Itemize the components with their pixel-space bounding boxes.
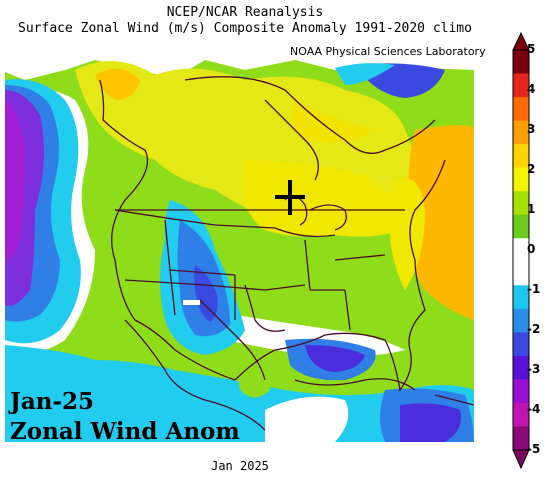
field-orange-atlantic: [408, 125, 474, 320]
colorbar-segment: [513, 355, 529, 380]
colorbar-segment: [513, 167, 529, 192]
colorbar-segment: [513, 50, 529, 75]
anomaly-map: [5, 60, 474, 442]
colorbar-segment: [513, 332, 529, 357]
header-line1: NCEP/NCAR Reanalysis: [166, 5, 324, 20]
field-cyan-baffin: [335, 63, 395, 85]
colorbar-tick-label: 2: [527, 162, 536, 176]
negative-marker: [183, 300, 200, 305]
field-orange-canada: [95, 68, 140, 100]
colorbar-tick-label: 4: [527, 82, 536, 96]
colorbar-tick-label: 3: [527, 122, 536, 136]
colorbar-segment: [513, 379, 529, 404]
overlay-date: Jan-25: [10, 388, 95, 415]
colorbar-tick-label: -3: [527, 362, 541, 376]
field-orange-hudson: [291, 100, 375, 144]
overlay-label: Zonal Wind Anom: [10, 418, 240, 445]
colorbar-segment: [513, 402, 529, 427]
colorbar-segment: [513, 308, 529, 333]
lab-credit: NOAA Physical Sciences Laboratory: [290, 45, 486, 58]
colorbar-segment: [513, 214, 529, 239]
colorbar-segment: [513, 97, 529, 122]
field-purple-gulf: [305, 345, 365, 372]
colorbar-segment: [513, 120, 529, 145]
colorbar-segment: [513, 426, 529, 451]
coastlines: [99, 76, 474, 431]
field-green-caribbean: [235, 360, 270, 398]
field-yellow-atlantic: [388, 178, 425, 290]
colorbar-segment: [513, 261, 529, 286]
colorbar-segment: [513, 73, 529, 98]
colorbar-tick-label: 1: [527, 202, 536, 216]
footer-date: Jan 2025: [211, 459, 269, 473]
field-violet-west: [5, 100, 25, 260]
field-purple-se: [400, 403, 461, 442]
colorbar-tick-label: -1: [527, 282, 541, 296]
field-cyan-south: [5, 345, 474, 442]
field-white-caribbean: [265, 396, 349, 442]
colorbar-tick-label: 0: [527, 242, 536, 256]
colorbar-segment: [513, 285, 529, 310]
colorbar-tick-label: 5: [527, 42, 536, 56]
colorbar-tick-label: -4: [527, 402, 541, 416]
colorbar-tick-label: -5: [527, 442, 541, 456]
field-navy-rockies: [194, 265, 218, 322]
colorbar: [512, 31, 530, 470]
colorbar-segment: [513, 144, 529, 169]
field-yellow-lakes: [242, 160, 401, 237]
colorbar-segment: [513, 238, 529, 263]
colorbar-frame: [512, 49, 530, 451]
header-line2: Surface Zonal Wind (m/s) Composite Anoma…: [18, 21, 472, 36]
colorbar-tick-label: -2: [527, 322, 541, 336]
positive-marker: [275, 180, 305, 215]
colorbar-segment: [513, 191, 529, 216]
